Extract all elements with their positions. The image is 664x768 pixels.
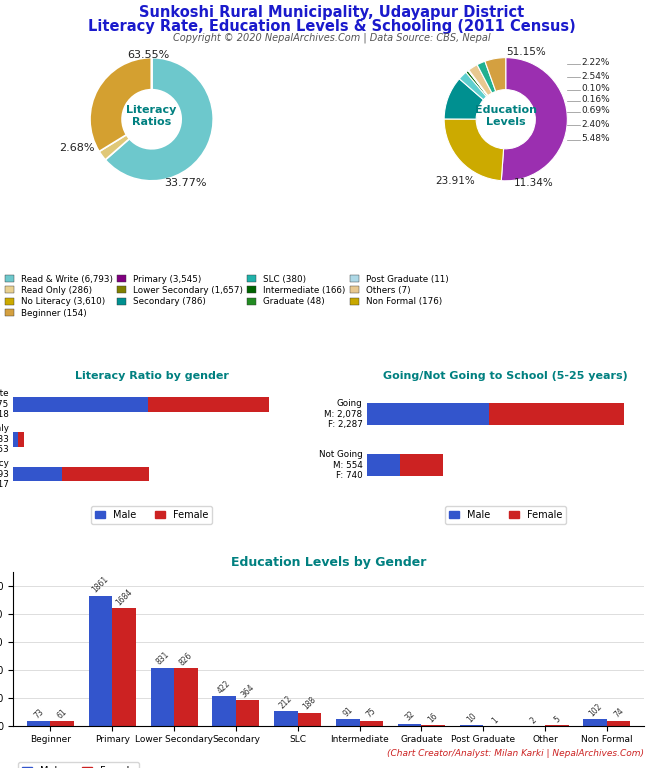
Text: 10: 10: [465, 711, 478, 724]
Text: 1: 1: [490, 715, 500, 725]
Text: 33.77%: 33.77%: [164, 177, 207, 187]
Text: 2.54%: 2.54%: [581, 71, 610, 81]
Bar: [27, 720, 50, 726]
Bar: [297, 713, 321, 726]
Text: 61: 61: [56, 707, 68, 721]
Bar: [398, 723, 422, 726]
Title: Going/Not Going to School (5-25 years): Going/Not Going to School (5-25 years): [383, 371, 628, 381]
Bar: [489, 403, 623, 425]
Text: 75: 75: [365, 707, 378, 720]
Bar: [212, 697, 236, 726]
Text: 51.15%: 51.15%: [506, 47, 546, 57]
Wedge shape: [469, 65, 492, 95]
Text: 2.68%: 2.68%: [58, 144, 94, 154]
Text: Literacy
Ratios: Literacy Ratios: [126, 105, 177, 127]
Text: 2.40%: 2.40%: [581, 120, 610, 128]
Wedge shape: [106, 58, 213, 180]
Legend: Male, Female: Male, Female: [18, 762, 139, 768]
Wedge shape: [459, 72, 487, 100]
Bar: [360, 720, 383, 726]
Bar: [367, 403, 489, 425]
Bar: [584, 719, 607, 726]
Legend: Male, Female: Male, Female: [446, 506, 566, 524]
Bar: [151, 667, 174, 726]
Bar: [174, 668, 198, 726]
Text: 0.16%: 0.16%: [581, 95, 610, 104]
Bar: [236, 700, 260, 726]
Wedge shape: [90, 58, 151, 151]
Text: 364: 364: [239, 683, 256, 700]
Wedge shape: [444, 79, 483, 119]
Wedge shape: [466, 71, 487, 97]
Text: 1684: 1684: [114, 588, 134, 607]
Text: 32: 32: [403, 710, 416, 723]
Title: Education Levels by Gender: Education Levels by Gender: [231, 556, 426, 569]
Bar: [274, 711, 297, 726]
Bar: [422, 725, 445, 726]
Text: 63.55%: 63.55%: [127, 50, 170, 60]
Text: 74: 74: [612, 707, 625, 720]
Text: Copyright © 2020 NepalArchives.Com | Data Source: CBS, Nepal: Copyright © 2020 NepalArchives.Com | Dat…: [173, 32, 491, 43]
Text: 5: 5: [552, 715, 562, 725]
Text: 73: 73: [32, 707, 45, 720]
Bar: [400, 455, 444, 476]
Bar: [148, 397, 270, 412]
Text: Sunkoshi Rural Municipality, Udayapur District: Sunkoshi Rural Municipality, Udayapur Di…: [139, 5, 525, 20]
Text: 2.22%: 2.22%: [581, 58, 610, 67]
Bar: [13, 467, 62, 482]
Legend: Male, Female: Male, Female: [91, 506, 212, 524]
Text: 422: 422: [216, 679, 232, 696]
Wedge shape: [444, 119, 503, 180]
Bar: [89, 595, 112, 726]
Legend: Read & Write (6,793), Read Only (286), No Literacy (3,610), Beginner (154), Prim: Read & Write (6,793), Read Only (286), N…: [5, 274, 448, 318]
Bar: [13, 432, 19, 446]
Bar: [336, 720, 360, 726]
Text: Literacy Rate, Education Levels & Schooling (2011 Census): Literacy Rate, Education Levels & School…: [88, 19, 576, 34]
Wedge shape: [485, 58, 506, 91]
Text: 91: 91: [341, 706, 355, 719]
Text: 1861: 1861: [90, 575, 110, 594]
Wedge shape: [469, 70, 488, 96]
Wedge shape: [477, 61, 496, 93]
Bar: [367, 455, 400, 476]
Bar: [19, 432, 24, 446]
Bar: [607, 720, 631, 726]
Wedge shape: [99, 134, 129, 160]
Text: 212: 212: [278, 694, 294, 710]
Text: 188: 188: [301, 696, 318, 712]
Text: 5.48%: 5.48%: [581, 134, 610, 144]
Wedge shape: [501, 58, 567, 180]
Bar: [62, 467, 149, 482]
Text: 102: 102: [587, 701, 604, 718]
Text: 0.10%: 0.10%: [581, 84, 610, 93]
Text: 0.69%: 0.69%: [581, 106, 610, 115]
Text: Education
Levels: Education Levels: [475, 105, 537, 127]
Text: (Chart Creator/Analyst: Milan Karki | NepalArchives.Com): (Chart Creator/Analyst: Milan Karki | Ne…: [387, 749, 644, 758]
Text: 11.34%: 11.34%: [513, 177, 553, 187]
Text: 23.91%: 23.91%: [436, 176, 475, 186]
Text: 826: 826: [177, 650, 194, 667]
Bar: [50, 721, 74, 726]
Title: Literacy Ratio by gender: Literacy Ratio by gender: [74, 371, 228, 381]
Wedge shape: [468, 70, 488, 96]
Bar: [112, 608, 135, 726]
Text: 831: 831: [154, 650, 171, 667]
Text: 2: 2: [529, 715, 539, 725]
Bar: [13, 397, 148, 412]
Text: 16: 16: [426, 710, 440, 724]
